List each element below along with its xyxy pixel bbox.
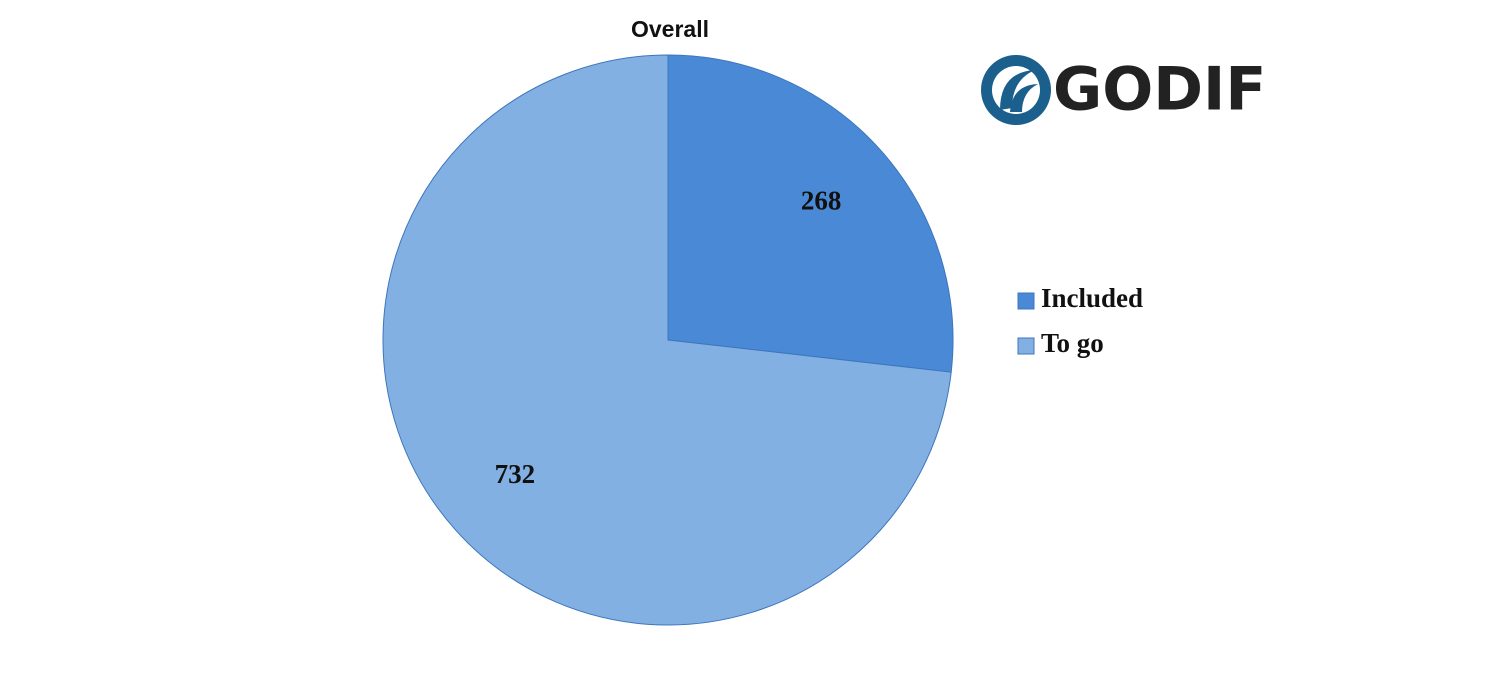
value-label: 268 bbox=[801, 186, 842, 216]
logo: GODIF bbox=[981, 55, 1266, 125]
value-label: 732 bbox=[495, 459, 536, 489]
legend-label: To go bbox=[1041, 328, 1104, 358]
legend-label: Included bbox=[1041, 283, 1143, 313]
legend-swatch bbox=[1017, 292, 1035, 310]
pie-slice bbox=[382, 54, 952, 626]
legend-swatch bbox=[1017, 337, 1035, 355]
logo-wave bbox=[1000, 70, 1035, 110]
pie-slice bbox=[667, 54, 954, 373]
logo-wave bbox=[1010, 84, 1038, 112]
chart-title: Overall bbox=[631, 16, 709, 42]
logo-text: GODIF bbox=[1053, 55, 1266, 125]
